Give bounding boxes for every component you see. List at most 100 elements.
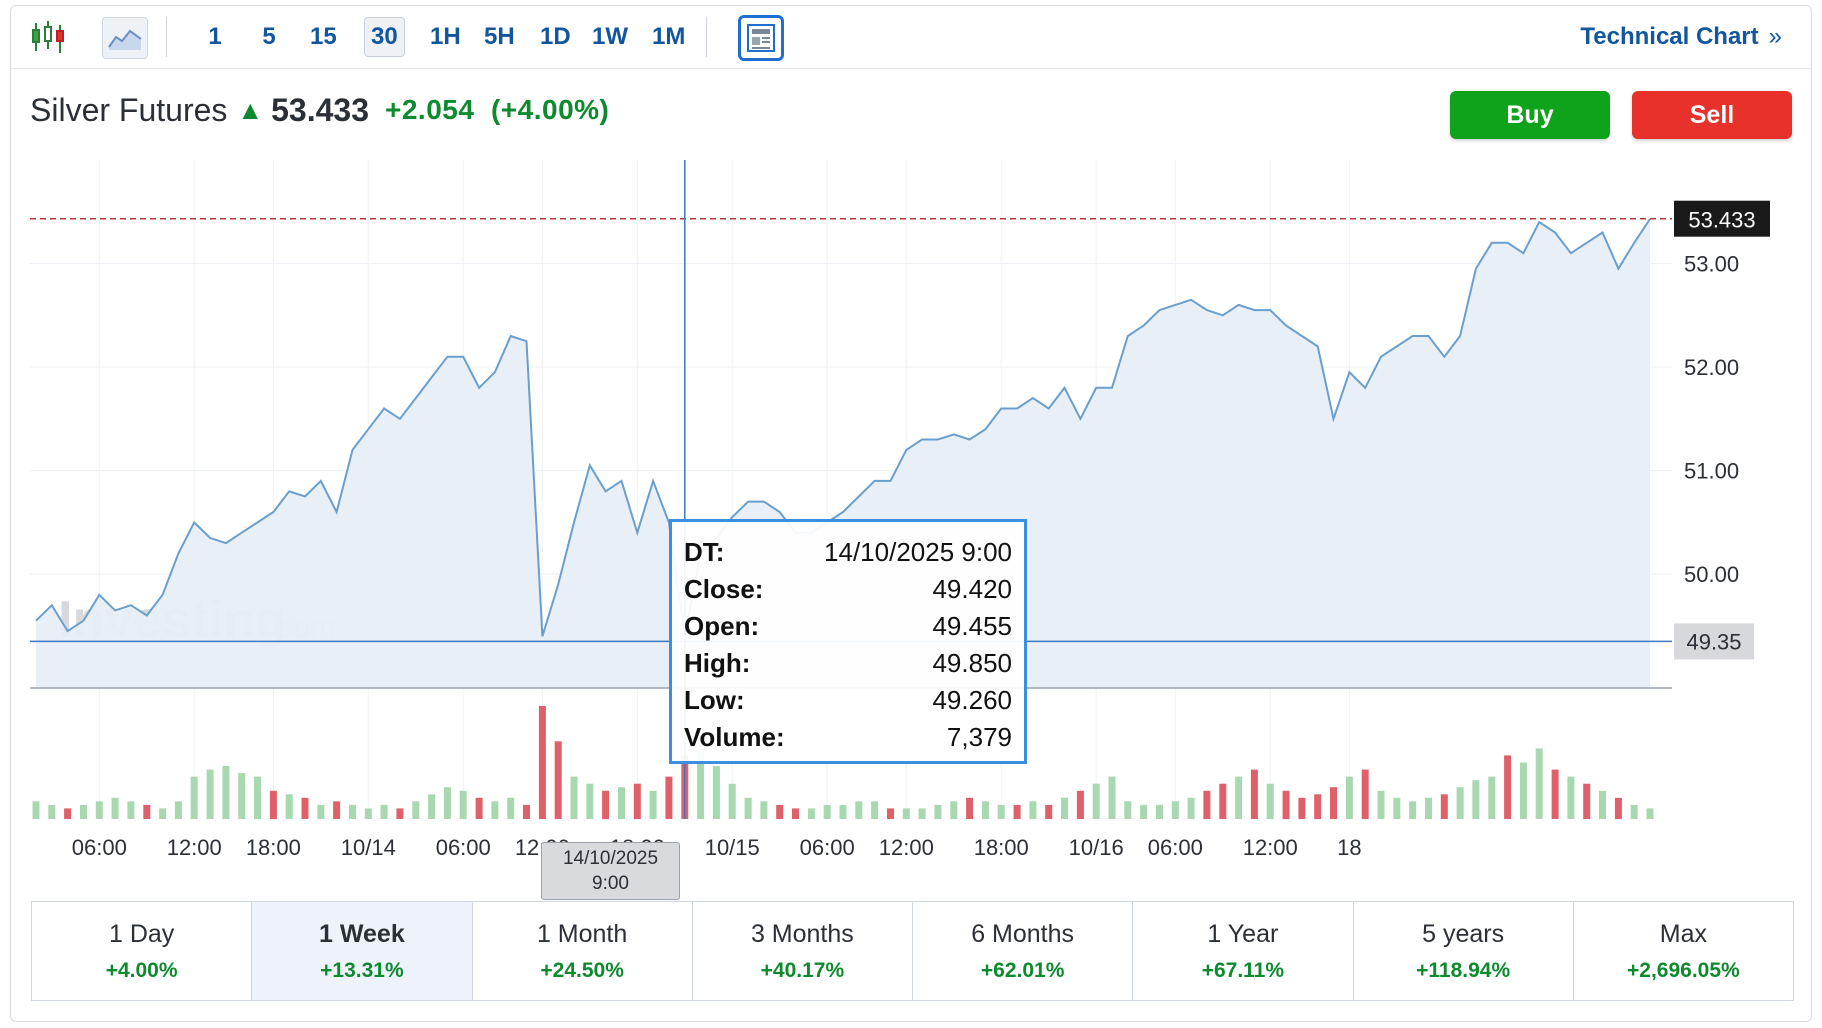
volume-bar (697, 748, 705, 819)
period-5-years[interactable]: 5 years +118.94% (1354, 902, 1574, 1000)
volume-bar (1156, 804, 1163, 819)
volume-bar (981, 801, 989, 819)
timeframe-1[interactable]: 1 (208, 23, 222, 50)
timeframe-1h[interactable]: 1H (430, 23, 461, 50)
x-tick-label: 06:00 (1148, 835, 1203, 860)
period-3-months[interactable]: 3 Months +40.17% (693, 902, 913, 1000)
volume-bar (618, 787, 625, 819)
volume-bar (1630, 804, 1638, 819)
last-price: 53.433 (271, 91, 369, 128)
volume-bar (1219, 783, 1227, 819)
volume-bar (997, 804, 1005, 819)
period-1-week[interactable]: 1 Week +13.31% (252, 902, 473, 1000)
timeframe-1w[interactable]: 1W (592, 23, 628, 50)
volume-bar (1013, 804, 1021, 819)
toolbar-divider (706, 17, 707, 57)
x-tick-label: 18 (1337, 835, 1361, 860)
timeframe-5[interactable]: 5 (262, 23, 276, 50)
volume-bar (1567, 776, 1575, 819)
tooltip-high-value: 49.850 (932, 648, 1012, 678)
data-tooltip: DT: 14/10/2025 9:00 Close: 49.420 Open: 49.… (669, 519, 1027, 764)
volume-bar (1029, 801, 1037, 819)
volume-bar (1393, 797, 1401, 819)
volume-bar (380, 804, 388, 819)
instrument-name: Silver Futures (30, 91, 228, 128)
x-tick-label: 10/14 (341, 835, 396, 860)
volume-bar (855, 801, 863, 819)
y-tick-label: 51.00 (1684, 459, 1739, 484)
timeframe-1d[interactable]: 1D (540, 23, 571, 50)
tooltip-volume-value: 7,379 (946, 722, 1012, 752)
price-change-percent: (+4.00%) (490, 94, 610, 125)
timeframe-1m[interactable]: 1M (652, 23, 686, 50)
timeframe-5h[interactable]: 5H (484, 23, 515, 50)
volume-bar (1282, 790, 1290, 820)
technical-chart-link[interactable]: Technical Chart » (1580, 23, 1782, 51)
volume-bar (665, 776, 673, 819)
x-tick-label: 18:00 (974, 835, 1029, 860)
x-tick-label: 12:00 (167, 835, 222, 860)
period-label: 1 Day (108, 919, 175, 948)
volume-bar (1583, 783, 1591, 819)
volume-bar (1551, 769, 1559, 819)
period-label: 1 Month (536, 919, 628, 948)
volume-bar (1504, 755, 1512, 819)
volume-bar (333, 801, 341, 819)
volume-bar (570, 776, 578, 819)
period-label: 3 Months (750, 919, 854, 948)
volume-bar (206, 769, 214, 819)
period-1-day[interactable]: 1 Day +4.00% (32, 902, 253, 1000)
news-overlay-icon[interactable] (738, 15, 784, 61)
x-tick-label: 06:00 (800, 835, 855, 860)
up-arrow-icon: ▲ (237, 94, 264, 125)
volume-bar (1092, 783, 1100, 819)
tooltip-dt-value: 14/10/2025 9:00 (824, 537, 1012, 567)
volume-bar (285, 794, 293, 819)
volume-bar (159, 808, 167, 819)
volume-bar (523, 804, 530, 819)
period-1-year[interactable]: 1 Year +67.11% (1133, 902, 1354, 1000)
volume-bar (1330, 787, 1337, 819)
buy-button[interactable]: Buy (1450, 91, 1610, 139)
chart-toolbar: 1 5 15 30 1H 5H 1D 1W 1M Technical Chart» (10, 5, 1810, 69)
volume-bar (1140, 804, 1148, 819)
instrument-header: Silver Futures ▲ 53.433 +2.054 (+4.00%) (30, 88, 609, 132)
volume-bar (1409, 801, 1417, 819)
period-change: +67.11% (1201, 958, 1285, 982)
crosshair-time: 9:00 (592, 873, 629, 894)
volume-bar (364, 808, 372, 819)
crosshair-price-tag (1674, 623, 1754, 660)
sell-button[interactable]: Sell (1632, 91, 1792, 139)
price-change: +2.054 (+4.00%) (385, 94, 609, 126)
toolbar-divider (166, 17, 167, 57)
x-tick-label: 12:00 (1243, 835, 1298, 860)
volume-bar (1171, 801, 1179, 819)
volume-bar (728, 783, 736, 819)
period-change: +13.31% (320, 958, 404, 982)
volume-bar (1535, 748, 1543, 819)
candlestick-chart-icon[interactable] (26, 15, 70, 59)
volume-bar (1298, 797, 1306, 819)
timeframe-15[interactable]: 15 (310, 23, 337, 50)
x-tick-label: 18:00 (246, 835, 301, 860)
volume-bar (1599, 790, 1606, 820)
volume-bar (538, 706, 546, 819)
period-max[interactable]: Max +2,696.05% (1574, 902, 1793, 1000)
volume-bar (934, 804, 942, 819)
tooltip-close-label: Close: (684, 574, 764, 604)
tooltip-open-value: 49.455 (932, 611, 1012, 641)
tooltip-high-label: High: (684, 648, 751, 678)
volume-bar (95, 801, 103, 819)
volume-bar (317, 804, 325, 819)
period-1-month[interactable]: 1 Month +24.50% (473, 902, 693, 1000)
volume-bar (491, 801, 499, 819)
volume-bar (127, 801, 135, 819)
volume-bar (1646, 808, 1654, 819)
volume-bar (443, 787, 451, 819)
tooltip-volume-label: Volume: (684, 722, 785, 752)
area-chart-icon[interactable] (102, 17, 148, 59)
period-label: 6 Months (971, 919, 1075, 948)
period-6-months[interactable]: 6 Months +62.01% (913, 902, 1134, 1000)
timeframe-30[interactable]: 30 (364, 17, 405, 57)
